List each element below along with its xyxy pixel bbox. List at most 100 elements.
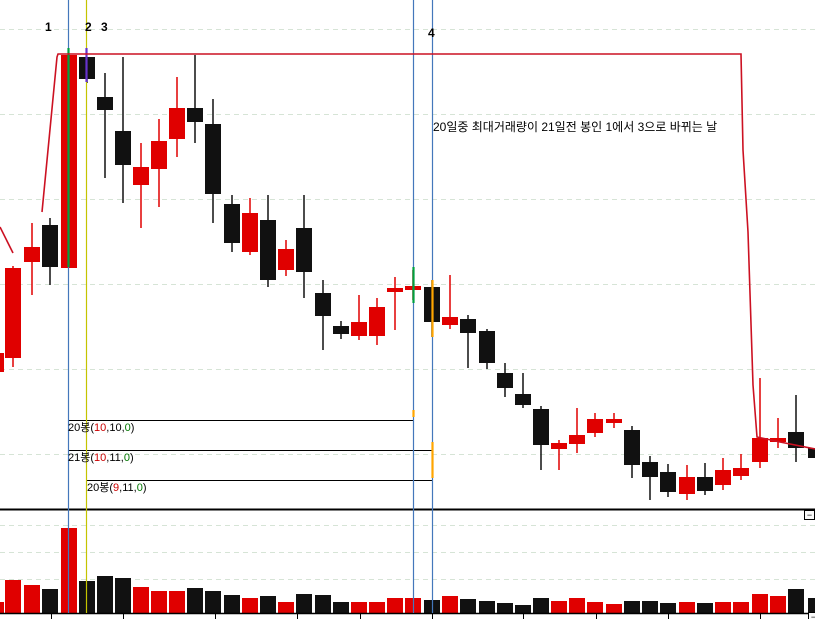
measure-label-20bong-a: 20봉(10,10,0) (68, 422, 134, 434)
candle (242, 213, 258, 252)
volume-bar (133, 587, 149, 613)
candle (278, 249, 294, 270)
volume-bar (97, 576, 113, 613)
measure-label-segment: 9 (113, 482, 120, 494)
measure-label-segment: 11 (109, 452, 121, 464)
volume-bar (533, 598, 549, 613)
measure-label-segment: , (120, 452, 124, 464)
candle (569, 435, 585, 444)
measure-label-segment: 0 (123, 452, 130, 464)
measure-label-segment: , (119, 482, 123, 494)
volume-panel-minimize-button[interactable]: − (804, 510, 815, 520)
candle-marker-2: 2 (85, 20, 92, 34)
measure-label-segment: ) (129, 452, 134, 464)
volume-bar (369, 602, 385, 613)
volume-bar (187, 588, 203, 613)
volume-bar (5, 580, 21, 613)
candle-marker-1: 1 (45, 20, 52, 34)
volume-bar (479, 601, 495, 613)
volume-bar (151, 591, 167, 613)
candle (497, 373, 513, 388)
candle (715, 470, 731, 485)
candle (97, 97, 113, 110)
candle (169, 108, 185, 139)
measure-label-segment: 0 (136, 482, 143, 494)
volume-bar (515, 605, 531, 613)
volume-bar (587, 602, 603, 613)
volume-bar (224, 595, 240, 613)
volume-bar (679, 602, 695, 613)
measure-label-segment: 20봉( (68, 422, 95, 434)
candle (515, 394, 531, 405)
volume-bar (260, 596, 276, 613)
candle (752, 438, 768, 462)
volume-bar (788, 589, 804, 613)
candle (24, 247, 40, 262)
candle (733, 468, 749, 476)
candle (42, 225, 58, 267)
candle (296, 228, 312, 272)
volume-bar (770, 596, 786, 613)
candle (133, 167, 149, 185)
measure-label-21bong: 21봉(10,11,0) (68, 452, 134, 464)
candle-marker-4: 4 (428, 26, 435, 40)
candle (460, 319, 476, 333)
measure-label-segment: 0 (124, 422, 131, 434)
volume-bar (296, 594, 312, 613)
measure-label-segment: 10 (109, 422, 122, 434)
candle (351, 322, 367, 336)
measure-label-segment: , (106, 452, 110, 464)
candle (551, 443, 567, 449)
corner-minimize-button[interactable]: − (808, 612, 815, 619)
candle (479, 331, 495, 363)
candle (151, 141, 167, 169)
volume-bar (351, 602, 367, 613)
candle (770, 438, 786, 442)
volume-bar (497, 603, 513, 613)
volume-bar (569, 598, 585, 613)
volume-bar (624, 601, 640, 613)
measure-label-segment: , (133, 482, 137, 494)
volume-bar (460, 599, 476, 613)
volume-bar (205, 591, 221, 613)
candle (808, 448, 815, 458)
measure-label-segment: 20봉( (87, 482, 114, 494)
measure-label-segment: 11 (122, 482, 134, 494)
volume-bar (551, 601, 567, 613)
candle (315, 293, 331, 316)
candle (387, 288, 403, 292)
volume-bar (24, 585, 40, 613)
measure-label-segment: 21봉( (68, 452, 95, 464)
measure-label-segment: , (121, 422, 125, 434)
volume-bar (42, 589, 58, 613)
measure-label-segment: ) (142, 482, 147, 494)
volume-bar (715, 602, 731, 613)
measure-label-segment: , (106, 422, 110, 434)
volume-bar (242, 598, 258, 613)
candle (205, 124, 221, 194)
volume-bar (752, 594, 768, 613)
volume-bar (387, 598, 403, 613)
candle-marker-3: 3 (101, 20, 108, 34)
measure-label-segment: ) (130, 422, 135, 434)
candle (333, 326, 349, 334)
candle (624, 430, 640, 465)
volume-bar (333, 602, 349, 613)
candle (697, 477, 713, 491)
volume-bar (642, 601, 658, 613)
candle (660, 472, 676, 492)
candle (0, 353, 4, 372)
candle (587, 419, 603, 433)
volume-bar (442, 596, 458, 613)
volume-bar (606, 604, 622, 613)
candle (224, 204, 240, 243)
volume-bar (115, 578, 131, 613)
candle (115, 131, 131, 165)
indicator-line (41, 53, 815, 450)
volume-bar (278, 602, 294, 613)
candle (533, 409, 549, 445)
candle (642, 462, 658, 477)
measure-label-segment: 10 (94, 452, 107, 464)
